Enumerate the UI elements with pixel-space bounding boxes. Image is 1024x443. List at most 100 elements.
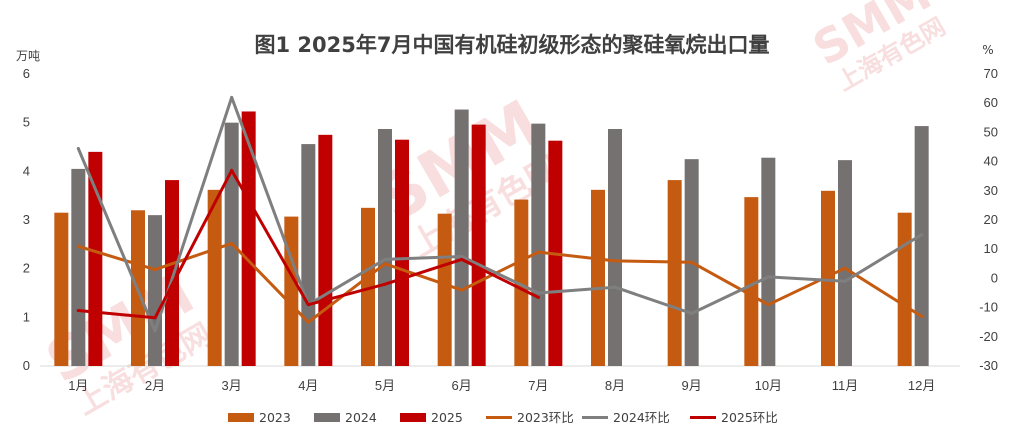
point-2023环比-6 [460, 288, 464, 292]
legend-label-2023环比: 2023环比 [517, 410, 574, 425]
right-tick-label: -10 [979, 300, 998, 315]
point-2023环比-3 [230, 241, 234, 245]
legend-item-2024: 2024 [314, 410, 377, 425]
point-2023环比-11 [843, 266, 847, 270]
point-2024环比-1 [76, 146, 80, 150]
point-2024环比-11 [843, 279, 847, 283]
point-2025环比-5 [383, 282, 387, 286]
point-2024环比-9 [690, 311, 694, 315]
bar-2023-6 [437, 213, 452, 366]
bar-2025-6 [471, 124, 486, 366]
point-2023环比-9 [690, 260, 694, 264]
x-tick-label: 11月 [832, 378, 859, 393]
x-tick-label: 6月 [452, 378, 472, 393]
point-2023环比-4 [306, 320, 310, 324]
point-2023环比-1 [76, 244, 80, 248]
right-tick-label: 20 [984, 212, 998, 227]
x-tick-label: 2月 [145, 378, 165, 393]
line-2024环比 [76, 95, 924, 333]
bar-2024-2 [148, 215, 162, 366]
left-tick-label: 6 [23, 66, 30, 81]
point-2024环比-10 [766, 275, 770, 279]
bar-2024-7 [531, 123, 546, 366]
bar-2025-5 [395, 139, 409, 366]
right-tick-label: -30 [979, 358, 998, 373]
point-2025环比-7 [536, 295, 540, 299]
bar-2023-4 [284, 216, 299, 366]
bar-2024-6 [454, 109, 469, 366]
x-tick-label: 5月 [375, 378, 395, 393]
point-2024环比-2 [153, 329, 157, 333]
legend-swatch-2023 [228, 413, 254, 422]
line-2023环比 [76, 241, 924, 324]
right-tick-label: 60 [984, 95, 998, 110]
point-2025环比-2 [153, 316, 157, 320]
point-2023环比-2 [153, 268, 157, 272]
bar-2023-5 [361, 207, 375, 366]
right-axis-unit: % [982, 43, 993, 57]
legend-item-2025: 2025 [400, 410, 463, 425]
bar-2025-4 [318, 134, 333, 366]
bar-2023-9 [667, 180, 682, 366]
point-2024环比-7 [536, 291, 540, 295]
bar-2024-1 [71, 168, 86, 366]
x-tick-label: 3月 [222, 378, 242, 393]
bar-2025-3 [241, 111, 256, 367]
bar-2023-11 [821, 190, 835, 366]
right-tick-label: 70 [984, 66, 998, 81]
bar-2023-10 [744, 197, 759, 366]
left-tick-label: 2 [23, 261, 30, 276]
point-2025环比-6 [460, 257, 464, 261]
bar-2024-4 [301, 144, 316, 366]
legend: 2023 2024 2025 2023环比 2024环比 2025环比 [228, 410, 778, 425]
axes: 0 1 2 3 4 5 6 -30 -20 -10 0 10 20 30 40 50 60 70 1月 2月 3月 4月 5… [23, 66, 998, 393]
x-tick-label: 10月 [755, 378, 782, 393]
legend-item-2023: 2023 [228, 410, 291, 425]
bar-2024-5 [378, 128, 392, 366]
legend-label-2024环比: 2024环比 [613, 410, 670, 425]
lines-layer [76, 95, 924, 333]
legend-label-2024: 2024 [345, 410, 377, 425]
point-2023环比-8 [613, 259, 617, 263]
legend-label-2023: 2023 [259, 410, 291, 425]
bar-2023-1 [54, 212, 69, 366]
bar-2025-1 [88, 151, 103, 366]
bar-2023-12 [897, 212, 912, 366]
right-tick-label: 40 [984, 154, 998, 169]
left-tick-label: 0 [23, 358, 30, 373]
point-2023环比-5 [383, 262, 387, 266]
point-2025环比-3 [230, 168, 234, 172]
point-2024环比-3 [230, 95, 234, 99]
x-tick-label: 12月 [908, 378, 935, 393]
right-tick-label: 10 [984, 241, 998, 256]
point-2024环比-8 [613, 285, 617, 289]
chart-title: 图1 2025年7月中国有机硅初级形态的聚硅氧烷出口量 [255, 33, 770, 57]
x-tick-label: 8月 [605, 378, 625, 393]
x-tick-label: 9月 [682, 378, 702, 393]
legend-swatch-2024 [314, 413, 340, 422]
left-tick-label: 1 [23, 309, 30, 324]
point-2024环比-6 [460, 255, 464, 258]
bar-2024-10 [761, 157, 776, 366]
legend-item-2024环比: 2024环比 [582, 410, 670, 425]
bar-2023-3 [207, 189, 222, 366]
legend-label-2025: 2025 [431, 410, 463, 425]
right-tick-label: 30 [984, 183, 998, 198]
bar-2025-2 [165, 180, 179, 366]
bar-2024-11 [838, 160, 852, 366]
legend-label-2025环比: 2025环比 [721, 410, 778, 425]
point-2023环比-7 [536, 250, 540, 254]
x-tick-label: 1月 [68, 378, 88, 393]
bar-2023-7 [514, 199, 529, 366]
point-2023环比-12 [920, 314, 924, 318]
bar-2023-8 [591, 189, 605, 366]
x-tick-label: 7月 [528, 378, 548, 393]
legend-swatch-2025 [400, 413, 426, 422]
bar-2024-12 [914, 126, 929, 366]
left-tick-label: 3 [23, 212, 30, 227]
point-2024环比-5 [383, 257, 387, 261]
bar-2024-8 [608, 128, 622, 366]
